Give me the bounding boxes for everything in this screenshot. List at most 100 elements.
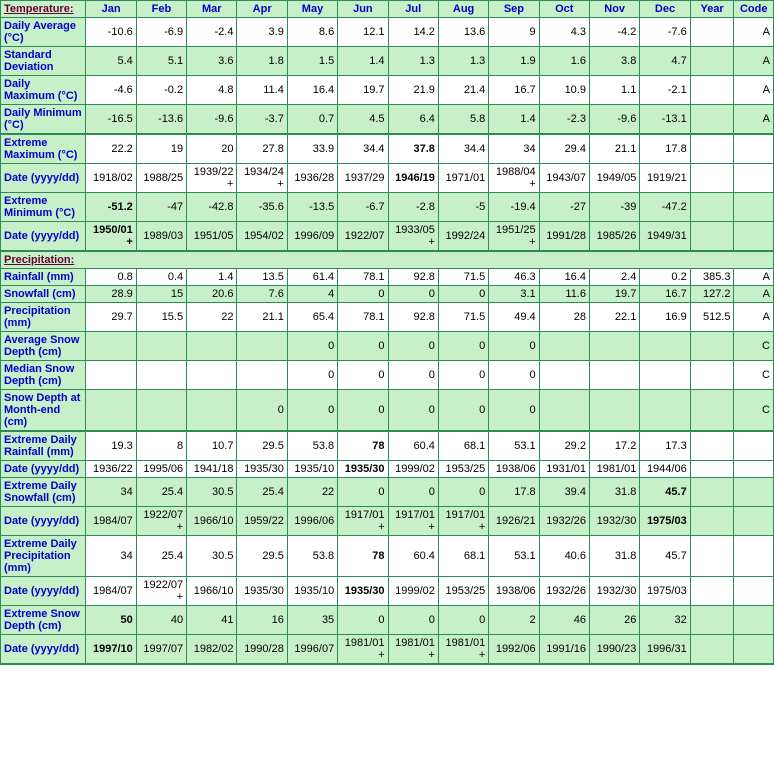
data-cell: 1953/25 [438,577,488,606]
data-cell [734,134,774,164]
data-cell: -10.6 [86,18,136,47]
data-cell: 17.8 [640,134,690,164]
data-cell [690,332,734,361]
table-row: Extreme Daily Rainfall (mm)19.3810.729.5… [1,431,774,461]
data-cell [690,635,734,665]
col-header-aug: Aug [438,1,488,18]
data-cell: 12.1 [338,18,388,47]
table-row: Extreme Snow Depth (cm)50404116350002462… [1,606,774,635]
data-cell: 34 [86,536,136,577]
row-label: Median Snow Depth (cm) [1,361,86,390]
data-cell [690,164,734,193]
data-cell: 1918/02 [86,164,136,193]
row-label: Date (yyyy/dd) [1,461,86,478]
data-cell: 29.5 [237,431,287,461]
data-cell: 1.5 [287,47,337,76]
data-cell: 1997/07 [136,635,186,665]
col-header-sep: Sep [489,1,539,18]
data-cell: 19.7 [338,76,388,105]
data-cell: -13.5 [287,193,337,222]
table-row: Extreme Daily Snowfall (cm)3425.430.525.… [1,478,774,507]
row-label: Extreme Daily Rainfall (mm) [1,431,86,461]
data-cell: 9 [489,18,539,47]
data-cell: C [734,361,774,390]
data-cell: 29.2 [539,431,589,461]
data-cell: -2.8 [388,193,438,222]
data-cell [136,390,186,432]
data-cell: 0 [338,332,388,361]
data-cell: 1932/26 [539,577,589,606]
data-cell [690,507,734,536]
data-cell [187,390,237,432]
data-cell: 16 [237,606,287,635]
data-cell: 60.4 [388,536,438,577]
data-cell: A [734,105,774,135]
data-cell: -6.7 [338,193,388,222]
data-cell: 71.5 [438,303,488,332]
data-cell: 1932/30 [589,507,639,536]
data-cell: 45.7 [640,536,690,577]
data-cell: 22.1 [589,303,639,332]
data-cell: 29.7 [86,303,136,332]
data-cell: 1939/22+ [187,164,237,193]
table-row: Date (yyyy/dd)1984/071922/07+1966/101959… [1,507,774,536]
col-header-feb: Feb [136,1,186,18]
col-header-nov: Nov [589,1,639,18]
data-cell: 16.4 [287,76,337,105]
data-cell: 1935/30 [338,461,388,478]
data-cell: 1971/01 [438,164,488,193]
data-cell: -13.1 [640,105,690,135]
data-cell: 1988/25 [136,164,186,193]
data-cell: 34 [489,134,539,164]
data-cell: 1946/19 [388,164,438,193]
table-row: Extreme Minimum (°C)-51.2-47-42.8-35.6-1… [1,193,774,222]
data-cell: -9.6 [187,105,237,135]
data-cell: 34.4 [338,134,388,164]
data-cell: 1933/05+ [388,222,438,252]
col-header-year: Year [690,1,734,18]
data-cell: 21.1 [589,134,639,164]
data-cell: -27 [539,193,589,222]
data-cell: 4.3 [539,18,589,47]
data-cell: 1966/10 [187,507,237,536]
data-cell: 0 [388,361,438,390]
data-cell: 0.4 [136,269,186,286]
data-cell: 78.1 [338,303,388,332]
data-cell: 0 [338,361,388,390]
data-cell: C [734,332,774,361]
data-cell: -16.5 [86,105,136,135]
data-cell [640,361,690,390]
data-cell: 45.7 [640,478,690,507]
data-cell: 1992/06 [489,635,539,665]
data-cell: 1932/30 [589,577,639,606]
data-cell: 22.2 [86,134,136,164]
precipitation-section-row: Precipitation: [1,251,774,269]
data-cell: 16.7 [489,76,539,105]
data-cell: 1988/04+ [489,164,539,193]
data-cell: 92.8 [388,303,438,332]
data-cell: 16.7 [640,286,690,303]
table-row: Standard Deviation5.45.13.61.81.51.41.31… [1,47,774,76]
data-cell: 4.7 [640,47,690,76]
table-row: Average Snow Depth (cm)00000C [1,332,774,361]
row-label: Extreme Daily Precipitation (mm) [1,536,86,577]
data-cell: 1.4 [489,105,539,135]
data-cell: 1992/24 [438,222,488,252]
data-cell: 1996/31 [640,635,690,665]
table-row: Date (yyyy/dd)1997/101997/071982/021990/… [1,635,774,665]
data-cell: 0 [338,606,388,635]
data-cell: 1951/05 [187,222,237,252]
data-cell: 25.4 [136,536,186,577]
data-cell: 17.3 [640,431,690,461]
data-cell [734,478,774,507]
data-cell: 1935/10 [287,461,337,478]
data-cell: 1989/03 [136,222,186,252]
data-cell: 1919/21 [640,164,690,193]
data-cell [734,193,774,222]
data-cell: 1949/31 [640,222,690,252]
data-cell: 16.9 [640,303,690,332]
data-cell [136,361,186,390]
data-cell: 1990/28 [237,635,287,665]
data-cell [690,47,734,76]
data-cell [690,193,734,222]
